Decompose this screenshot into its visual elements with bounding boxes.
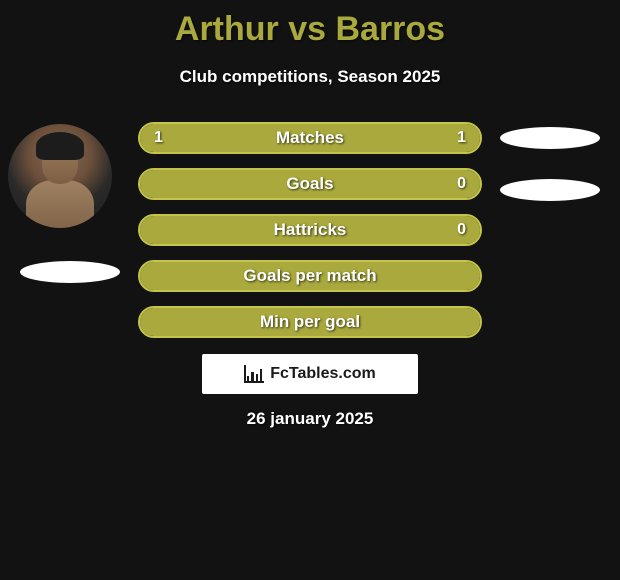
avatar-hair xyxy=(36,132,84,160)
stat-bars: 1 Matches 1 Goals 0 Hattricks 0 Goals pe… xyxy=(138,122,482,352)
comparison-infographic: Arthur vs Barros Club competitions, Seas… xyxy=(0,0,620,87)
stat-label: Goals xyxy=(140,170,480,198)
stat-bar-matches: 1 Matches 1 xyxy=(138,122,482,154)
player-left-avatar xyxy=(8,124,112,228)
stat-bar-min-per-goal: Min per goal xyxy=(138,306,482,338)
stat-bar-goals: Goals 0 xyxy=(138,168,482,200)
stat-value-right: 0 xyxy=(457,170,466,198)
subtitle: Club competitions, Season 2025 xyxy=(0,67,620,87)
chart-icon-bars xyxy=(247,367,262,381)
chart-icon xyxy=(244,365,264,383)
page-title: Arthur vs Barros xyxy=(0,0,620,49)
stat-value-right: 1 xyxy=(457,124,466,152)
stat-label: Min per goal xyxy=(140,308,480,336)
logo-text: FcTables.com xyxy=(270,365,376,383)
avatar-body xyxy=(26,180,94,228)
fctables-logo: FcTables.com xyxy=(202,354,418,394)
player-left-badge xyxy=(20,261,120,283)
stat-label: Matches xyxy=(140,124,480,152)
player-right-badge xyxy=(500,179,600,201)
stat-label: Hattricks xyxy=(140,216,480,244)
stat-bar-goals-per-match: Goals per match xyxy=(138,260,482,292)
date-label: 26 january 2025 xyxy=(0,409,620,429)
player-right-avatar-placeholder xyxy=(500,127,600,149)
stat-bar-hattricks: Hattricks 0 xyxy=(138,214,482,246)
stat-value-right: 0 xyxy=(457,216,466,244)
stat-label: Goals per match xyxy=(140,262,480,290)
